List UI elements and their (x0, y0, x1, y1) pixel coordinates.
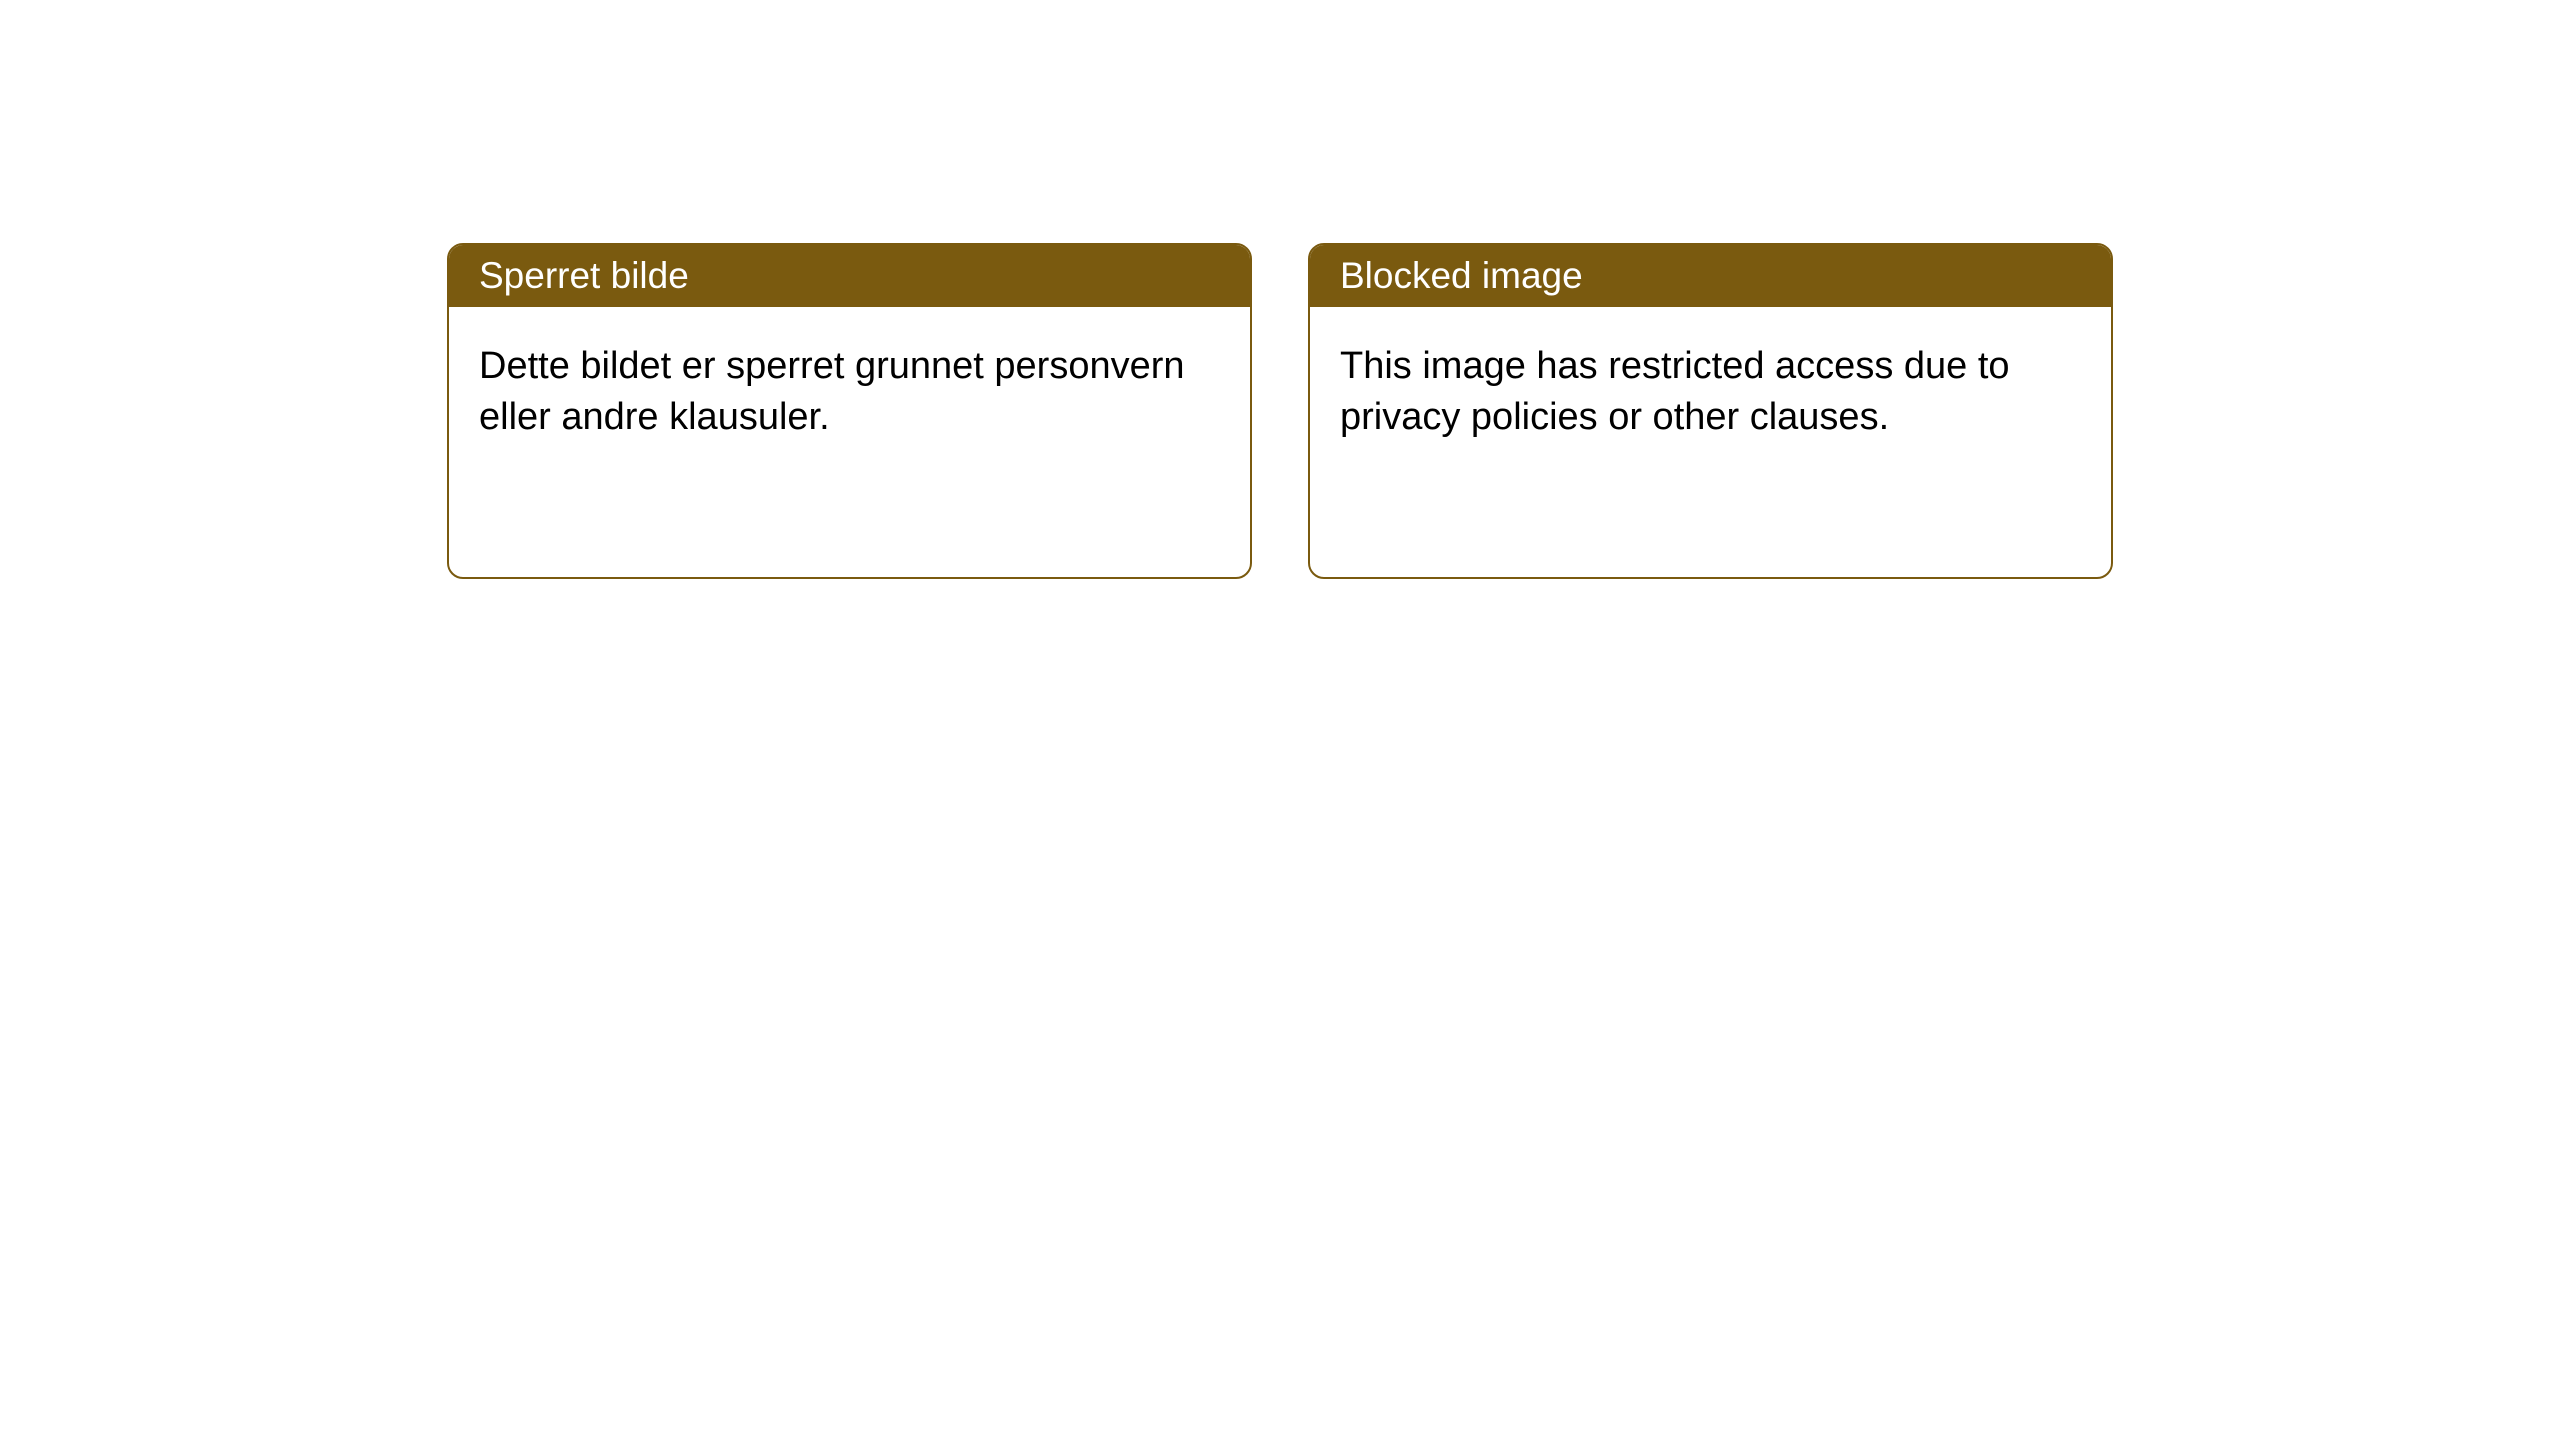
notice-header: Sperret bilde (449, 245, 1250, 307)
notice-panel-english: Blocked image This image has restricted … (1308, 243, 2113, 579)
notice-body: This image has restricted access due to … (1310, 307, 2111, 478)
notice-body: Dette bildet er sperret grunnet personve… (449, 307, 1250, 478)
notice-container: Sperret bilde Dette bildet er sperret gr… (0, 0, 2560, 579)
notice-panel-norwegian: Sperret bilde Dette bildet er sperret gr… (447, 243, 1252, 579)
notice-header: Blocked image (1310, 245, 2111, 307)
